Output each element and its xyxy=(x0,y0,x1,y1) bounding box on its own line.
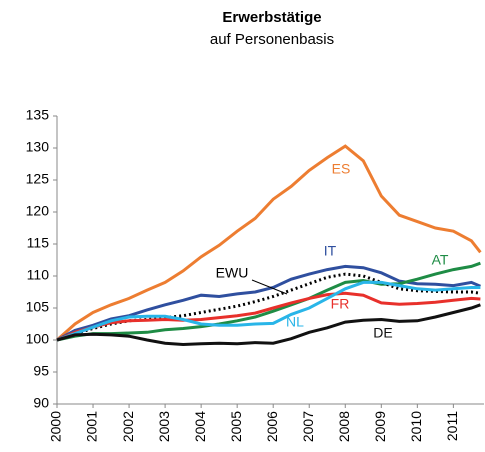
y-tick-label: 125 xyxy=(26,171,50,187)
x-tick-label: 2005 xyxy=(228,411,244,442)
y-tick-label: 115 xyxy=(27,235,50,251)
series-line xyxy=(56,144,482,342)
chart-subtitle: auf Personenbasis xyxy=(210,31,334,48)
series-line xyxy=(56,280,481,342)
series-line xyxy=(56,272,481,342)
x-tick-label: 2011 xyxy=(444,411,460,441)
series-label: FR xyxy=(331,296,350,312)
y-tick-label: 90 xyxy=(33,395,49,411)
y-tick-label: 135 xyxy=(26,107,50,123)
y-tick-label: 130 xyxy=(26,139,50,155)
series-label: DE xyxy=(373,325,392,341)
x-tick-label: 2002 xyxy=(120,411,136,442)
y-tick-label: 95 xyxy=(33,363,49,379)
series-label: AT xyxy=(432,252,449,268)
chart-title: Erwerbstätige xyxy=(222,9,321,26)
series-label: ES xyxy=(332,161,351,177)
series-label: NL xyxy=(286,314,304,330)
x-tick-label: 2000 xyxy=(48,411,64,442)
x-tick-label: 2008 xyxy=(336,411,352,442)
series-label: IT xyxy=(324,243,337,259)
x-tick-label: 2003 xyxy=(156,411,172,442)
series-line xyxy=(56,303,481,347)
x-tick-label: 2007 xyxy=(300,411,316,442)
series-line xyxy=(56,261,481,342)
x-tick-label: 2004 xyxy=(192,411,208,442)
x-tick-label: 2010 xyxy=(408,411,424,442)
label-pointer xyxy=(251,279,288,295)
x-tick-label: 2001 xyxy=(84,411,100,442)
x-tick-label: 2006 xyxy=(264,411,280,442)
series-line xyxy=(56,291,481,342)
x-tick-label: 2009 xyxy=(372,411,388,442)
y-tick-label: 105 xyxy=(26,299,50,315)
y-tick-label: 110 xyxy=(27,267,50,283)
y-tick-label: 100 xyxy=(26,331,50,347)
series-label: EWU xyxy=(216,265,249,281)
y-tick-label: 120 xyxy=(26,203,50,219)
